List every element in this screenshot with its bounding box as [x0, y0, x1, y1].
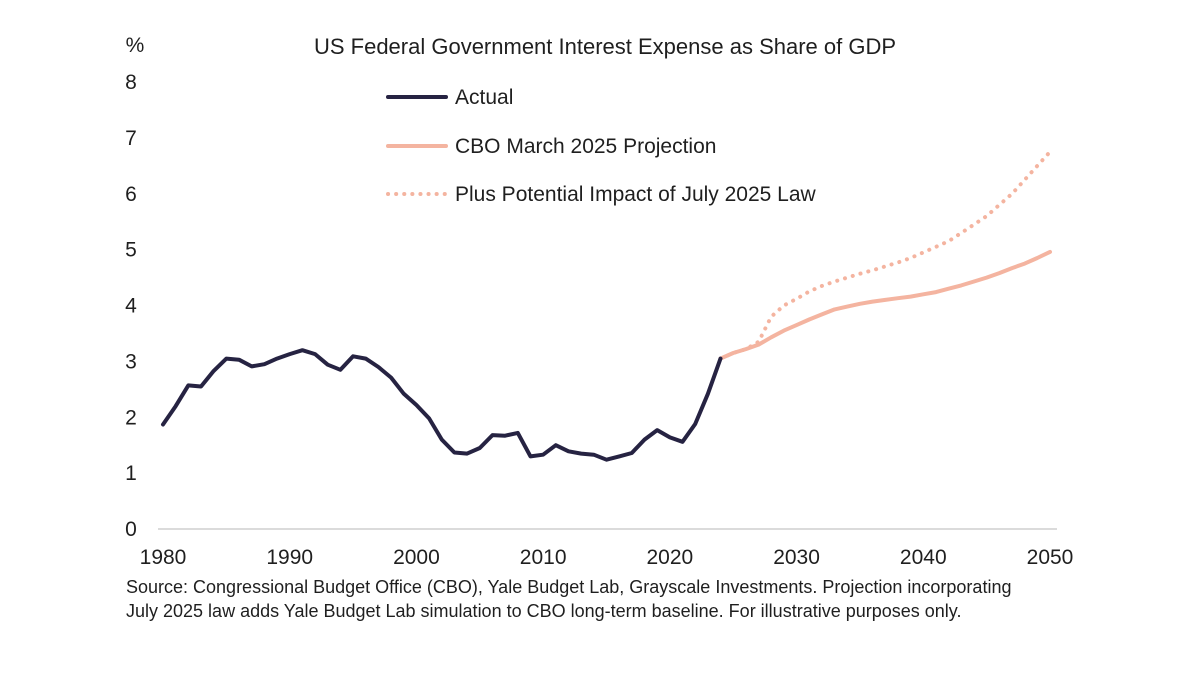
- legend-label: Plus Potential Impact of July 2025 Law: [455, 183, 817, 206]
- series-line-cbo-march-2025-projection: [718, 249, 1052, 361]
- legend-label: Actual: [455, 86, 513, 109]
- x-tick-label: 1980: [140, 546, 187, 569]
- x-tick-label: 2030: [773, 546, 820, 569]
- chart-title: US Federal Government Interest Expense a…: [314, 34, 896, 59]
- y-tick-label: 6: [125, 183, 137, 206]
- y-tick-labels: 0 1 2 3 4 5 6 7 8: [125, 71, 137, 541]
- series-lines: [161, 149, 1052, 462]
- x-tick-labels: 1980 1990 2000 2010 2020 2030 2040 2050: [140, 546, 1074, 569]
- x-tick-label: 2050: [1027, 546, 1074, 569]
- legend: Actual CBO March 2025 Projection Plus Pote…: [386, 86, 817, 206]
- y-tick-label: 8: [125, 71, 137, 94]
- series-line-plus-potential-impact-of-july-2025-law: [718, 149, 1052, 361]
- y-axis-label: %: [126, 34, 145, 57]
- y-tick-label: 2: [125, 406, 137, 429]
- x-tick-label: 2040: [900, 546, 947, 569]
- y-tick-label: 7: [125, 127, 137, 150]
- series-line-actual: [161, 348, 723, 462]
- source-note: Source: Congressional Budget Office (CBO…: [126, 577, 1012, 621]
- y-tick-label: 0: [125, 518, 137, 541]
- y-tick-label: 5: [125, 239, 137, 262]
- legend-label: CBO March 2025 Projection: [455, 135, 716, 158]
- x-tick-label: 1990: [266, 546, 313, 569]
- y-tick-label: 3: [125, 350, 137, 373]
- y-tick-label: 1: [125, 462, 137, 485]
- x-tick-label: 2000: [393, 546, 440, 569]
- y-tick-label: 4: [125, 295, 137, 318]
- x-tick-label: 2010: [520, 546, 567, 569]
- x-tick-label: 2020: [646, 546, 693, 569]
